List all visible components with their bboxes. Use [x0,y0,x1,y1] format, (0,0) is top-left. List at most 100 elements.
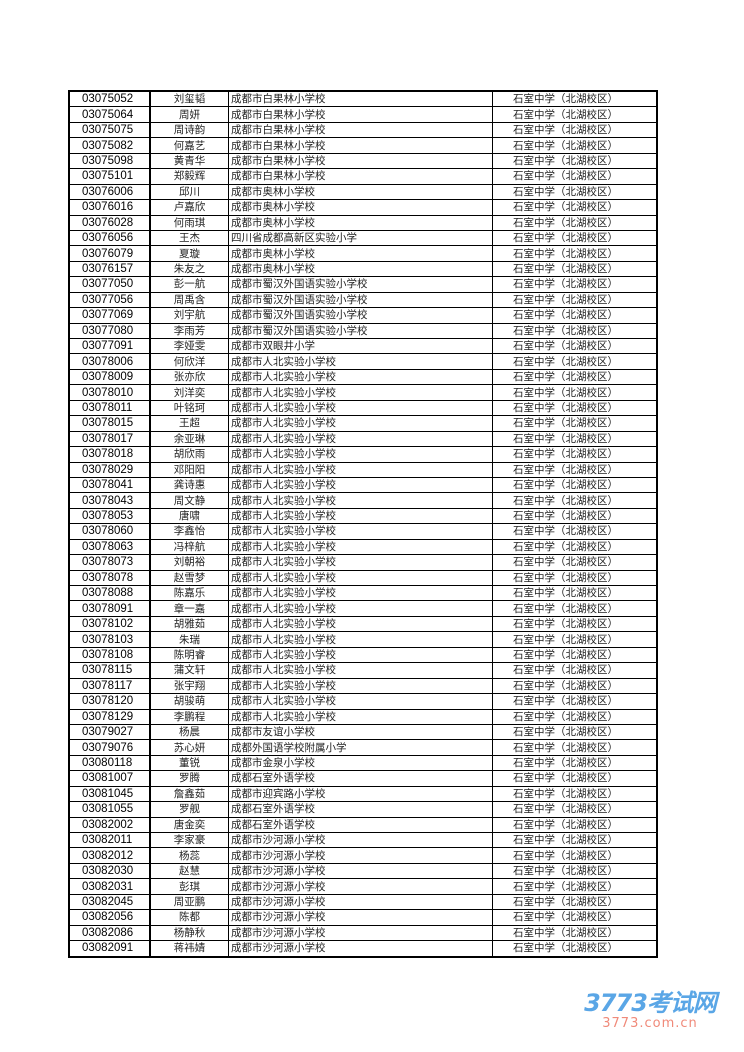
primary-school-cell: 成都市白果林小学校 [228,168,493,185]
primary-school-cell: 成都市人北实验小学校 [228,446,493,463]
primary-school-cell: 成都市蜀汉外国语实验小学校 [228,276,493,293]
primary-school-cell: 成都市人北实验小学校 [228,569,493,587]
admitted-school-cell: 石室中学（北湖校区） [492,260,657,278]
primary-school-cell: 成都市人北实验小学校 [228,461,493,478]
primary-school-cell: 成都市人北实验小学校 [228,507,493,525]
student-name-cell: 周妍 [149,106,229,123]
student-name-cell: 蒲文轩 [149,662,229,679]
primary-school-cell: 成都市沙河源小学校 [228,924,493,942]
primary-school-cell: 成都市人北实验小学校 [228,554,493,571]
admitted-school-cell: 石室中学（北湖校区） [492,723,657,741]
student-id-cell: 03081007 [68,770,151,787]
student-id-cell: 03078029 [68,461,151,478]
student-name-cell: 周诗韵 [149,121,229,139]
student-name-cell: 邱川 [149,183,229,201]
table-row: 03082030 赵慧 成都市沙河源小学校 石室中学（北湖校区） [68,862,657,880]
student-id-cell: 03078006 [68,353,151,370]
admitted-school-cell: 石室中学（北湖校区） [492,137,657,154]
admitted-school-cell: 石室中学（北湖校区） [492,384,657,401]
table-row: 03078043 周文静 成都市人北实验小学校 石室中学（北湖校区） [68,492,657,509]
table-row: 03078009 张亦欣 成都市人北实验小学校 石室中学（北湖校区） [68,368,657,386]
admitted-school-cell: 石室中学（北湖校区） [492,893,657,911]
student-name-cell: 杨静秋 [149,924,229,942]
student-name-cell: 陈明睿 [149,646,229,664]
primary-school-cell: 成都市金泉小学校 [228,754,493,772]
student-name-cell: 胡雅茹 [149,615,229,633]
admitted-school-cell: 石室中学（北湖校区） [492,276,657,293]
primary-school-cell: 成都市友谊小学校 [228,723,493,741]
student-name-cell: 余亚琳 [149,430,229,448]
table-row: 03078129 李鹏程 成都市人北实验小学校 石室中学（北湖校区） [68,708,657,725]
table-row: 03078091 章一嘉 成都市人北实验小学校 石室中学（北湖校区） [68,600,657,617]
admitted-school-cell: 石室中学（北湖校区） [492,538,657,556]
student-name-cell: 何欣洋 [149,353,229,370]
admitted-school-cell: 石室中学（北湖校区） [492,307,657,324]
table-row: 03077069 刘宇航 成都市蜀汉外国语实验小学校 石室中学（北湖校区） [68,307,657,324]
primary-school-cell: 四川省成都高新区实验小学 [228,229,493,247]
student-name-cell: 苏心妍 [149,739,229,756]
primary-school-cell: 成都市沙河源小学校 [228,909,493,926]
watermark-logo: 3773考试网 3773.com.cn [575,990,725,1032]
primary-school-cell: 成都市人北实验小学校 [228,492,493,509]
admitted-school-cell: 石室中学（北湖校区） [492,615,657,633]
primary-school-cell: 成都市奥林小学校 [228,245,493,262]
admitted-school-cell: 石室中学（北湖校区） [492,847,657,864]
table-row: 03082002 唐金奕 成都石室外语学校 石室中学（北湖校区） [68,816,657,834]
table-row: 03078102 胡雅茹 成都市人北实验小学校 石室中学（北湖校区） [68,615,657,633]
admitted-school-cell: 石室中学（北湖校区） [492,121,657,139]
table-row: 03078078 赵雪梦 成都市人北实验小学校 石室中学（北湖校区） [68,569,657,587]
admitted-school-cell: 石室中学（北湖校区） [492,831,657,849]
student-name-cell: 杨蕊 [149,847,229,864]
admitted-school-cell: 石室中学（北湖校区） [492,662,657,679]
primary-school-cell: 成都市人北实验小学校 [228,708,493,725]
admitted-school-cell: 石室中学（北湖校区） [492,569,657,587]
primary-school-cell: 成都石室外语学校 [228,770,493,787]
table-row: 03075064 周妍 成都市白果林小学校 石室中学（北湖校区） [68,106,657,123]
table-row: 03075052 刘玺韬 成都市白果林小学校 石室中学（北湖校区） [68,90,657,108]
primary-school-cell: 成都石室外语学校 [228,801,493,818]
student-id-cell: 03081045 [68,785,151,803]
watermark-logo-text: 3773考试网 [584,989,717,1017]
table-row: 03076079 夏璇 成都市奥林小学校 石室中学（北湖校区） [68,245,657,262]
table-row: 03075082 何嘉艺 成都市白果林小学校 石室中学（北湖校区） [68,137,657,154]
table-row: 03075098 黄青华 成都市白果林小学校 石室中学（北湖校区） [68,152,657,170]
student-id-cell: 03078010 [68,384,151,401]
student-name-cell: 刘朝裕 [149,554,229,571]
admitted-school-cell: 石室中学（北湖校区） [492,523,657,540]
primary-school-cell: 成都市白果林小学校 [228,90,493,108]
primary-school-cell: 成都市人北实验小学校 [228,615,493,633]
student-name-cell: 王超 [149,415,229,432]
student-id-cell: 03078115 [68,662,151,679]
table-row: 03078029 邓阳阳 成都市人北实验小学校 石室中学（北湖校区） [68,461,657,478]
table-row: 03078006 何欣洋 成都市人北实验小学校 石室中学（北湖校区） [68,353,657,370]
student-id-cell: 03075064 [68,106,151,123]
student-name-cell: 李娅雯 [149,337,229,355]
primary-school-cell: 成都市人北实验小学校 [228,399,493,417]
primary-school-cell: 成都市白果林小学校 [228,106,493,123]
student-id-cell: 03080118 [68,754,151,772]
student-name-cell: 赵雪梦 [149,569,229,587]
table-row: 03082056 陈都 成都市沙河源小学校 石室中学（北湖校区） [68,909,657,926]
student-id-cell: 03082011 [68,831,151,849]
admitted-school-cell: 石室中学（北湖校区） [492,677,657,695]
admitted-school-cell: 石室中学（北湖校区） [492,245,657,262]
student-name-cell: 刘玺韬 [149,90,229,108]
admitted-school-cell: 石室中学（北湖校区） [492,368,657,386]
admitted-school-cell: 石室中学（北湖校区） [492,214,657,231]
student-name-cell: 彭琪 [149,878,229,895]
admitted-school-cell: 石室中学（北湖校区） [492,754,657,772]
student-name-cell: 杨晨 [149,723,229,741]
table-row: 03078011 叶铭珂 成都市人北实验小学校 石室中学（北湖校区） [68,399,657,417]
primary-school-cell: 成都市蜀汉外国语实验小学校 [228,307,493,324]
student-name-cell: 罗舰 [149,801,229,818]
admitted-school-cell: 石室中学（北湖校区） [492,924,657,942]
student-name-cell: 叶铭珂 [149,399,229,417]
admitted-school-cell: 石室中学（北湖校区） [492,337,657,355]
watermark-url: 3773.com.cn [602,1016,698,1031]
primary-school-cell: 成都市人北实验小学校 [228,631,493,648]
student-id-cell: 03078088 [68,584,151,602]
admission-list-table: 03075052 刘玺韬 成都市白果林小学校 石室中学（北湖校区） 03075064 周妍… [68,90,658,958]
admitted-school-cell: 石室中学（北湖校区） [492,461,657,478]
student-name-cell: 赵慧 [149,862,229,880]
admitted-school-cell: 石室中学（北湖校区） [492,801,657,818]
